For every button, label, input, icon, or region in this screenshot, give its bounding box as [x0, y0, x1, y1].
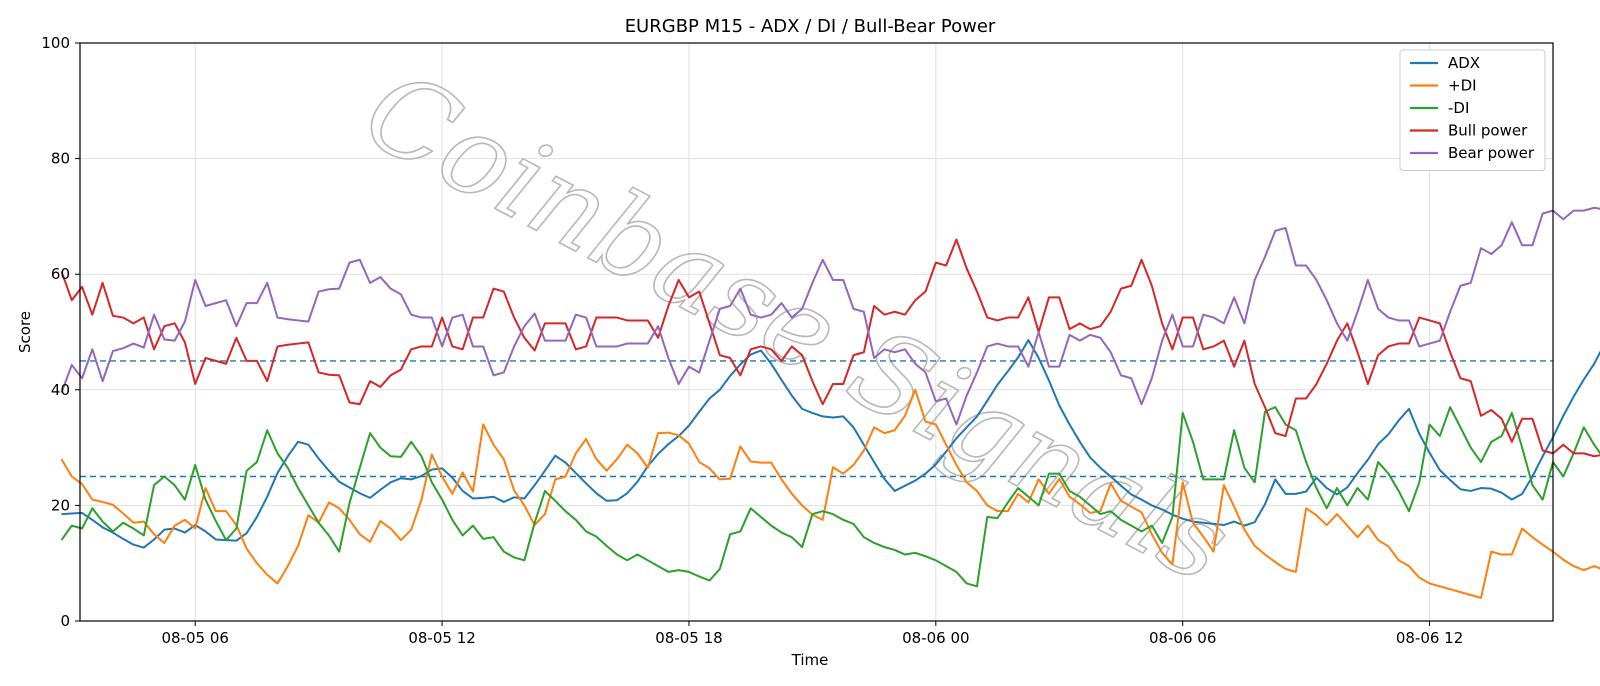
x-axis-label: Time [791, 651, 829, 669]
x-axis: 08-05 06 08-05 12 08-05 18 08-06 00 08-06 06… [161, 621, 1463, 647]
series-layer [60, 206, 1600, 599]
y-tick-label: 60 [51, 265, 70, 283]
legend-label: -DI [1448, 99, 1469, 117]
x-tick-label: 08-06 12 [1396, 629, 1463, 647]
legend: ADX +DI -DI Bull power Bear power [1399, 49, 1546, 171]
y-axis-label: Score [16, 311, 34, 353]
legend-label: +DI [1448, 77, 1477, 95]
plot-frame [79, 42, 1554, 622]
y-tick-label: 20 [51, 496, 70, 514]
legend-box [1399, 49, 1546, 171]
x-tick-label: 08-06 00 [902, 629, 969, 647]
legend-label: ADX [1448, 54, 1480, 72]
series-line-di [60, 406, 1600, 588]
y-axis: 0 20 40 60 80 100 [41, 34, 80, 630]
y-tick-label: 40 [51, 381, 70, 399]
x-tick-label: 08-06 06 [1149, 629, 1216, 647]
series-line-bear-power [60, 206, 1600, 426]
y-tick-label: 0 [60, 612, 70, 630]
y-tick-label: 100 [41, 34, 70, 52]
legend-label: Bear power [1448, 144, 1535, 162]
x-tick-label: 08-05 12 [408, 629, 475, 647]
x-tick-label: 08-05 06 [161, 629, 228, 647]
y-tick-label: 80 [51, 150, 70, 168]
series-line-di [60, 388, 1600, 599]
series-line-bull-power [60, 238, 1600, 458]
legend-label: Bull power [1448, 122, 1528, 140]
series-line-adx [61, 339, 1600, 549]
x-tick-label: 08-05 18 [655, 629, 722, 647]
reference-lines [80, 360, 1553, 478]
chart-title: EURGBP M15 - ADX / DI / Bull-Bear Power [625, 16, 996, 37]
